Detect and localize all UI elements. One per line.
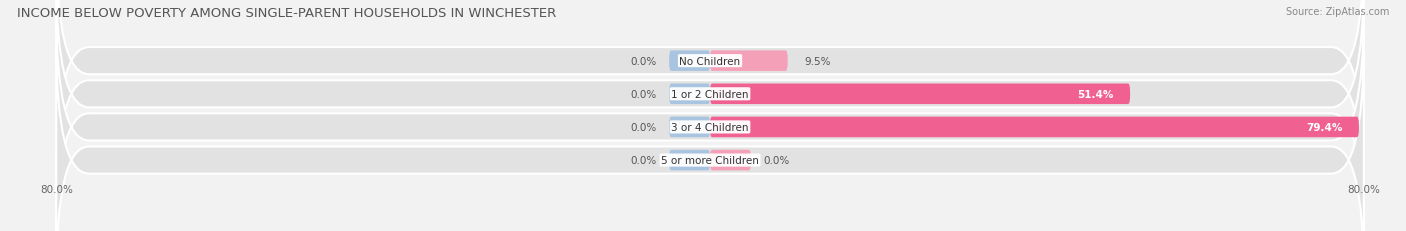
Text: 1 or 2 Children: 1 or 2 Children [671, 89, 749, 99]
Text: 0.0%: 0.0% [631, 56, 657, 66]
Legend: Single Father, Single Mother: Single Father, Single Mother [613, 229, 807, 231]
Text: 51.4%: 51.4% [1077, 89, 1114, 99]
Text: 0.0%: 0.0% [631, 155, 657, 165]
FancyBboxPatch shape [710, 150, 751, 171]
FancyBboxPatch shape [669, 150, 710, 171]
FancyBboxPatch shape [669, 51, 710, 72]
FancyBboxPatch shape [710, 117, 1360, 138]
FancyBboxPatch shape [669, 84, 710, 105]
Text: INCOME BELOW POVERTY AMONG SINGLE-PARENT HOUSEHOLDS IN WINCHESTER: INCOME BELOW POVERTY AMONG SINGLE-PARENT… [17, 7, 557, 20]
FancyBboxPatch shape [56, 0, 1364, 213]
Text: No Children: No Children [679, 56, 741, 66]
Text: 3 or 4 Children: 3 or 4 Children [671, 122, 749, 132]
FancyBboxPatch shape [56, 0, 1364, 180]
Text: Source: ZipAtlas.com: Source: ZipAtlas.com [1285, 7, 1389, 17]
Text: 79.4%: 79.4% [1306, 122, 1343, 132]
FancyBboxPatch shape [710, 51, 787, 72]
FancyBboxPatch shape [669, 117, 710, 138]
FancyBboxPatch shape [710, 84, 1130, 105]
Text: 0.0%: 0.0% [631, 122, 657, 132]
Text: 0.0%: 0.0% [763, 155, 789, 165]
Text: 5 or more Children: 5 or more Children [661, 155, 759, 165]
FancyBboxPatch shape [56, 9, 1364, 231]
FancyBboxPatch shape [56, 42, 1364, 231]
Text: 9.5%: 9.5% [804, 56, 831, 66]
Text: 0.0%: 0.0% [631, 89, 657, 99]
